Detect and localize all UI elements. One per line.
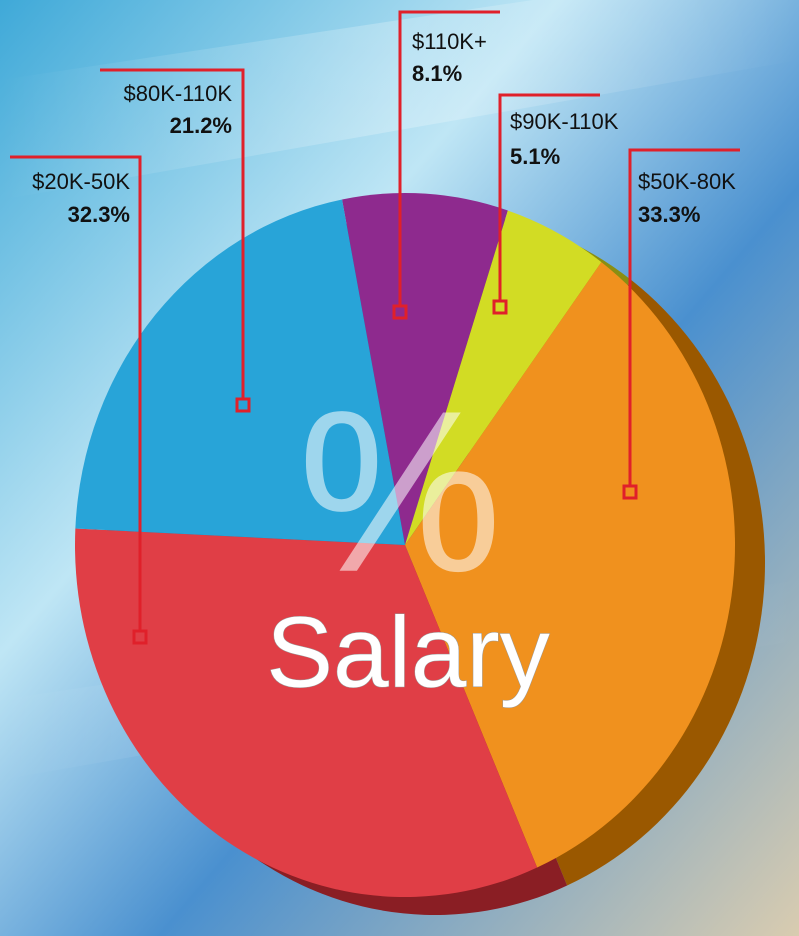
value-label: 32.3% bbox=[68, 202, 130, 227]
slice-label: $50K-80K bbox=[638, 169, 736, 194]
slice-label: $90K-110K bbox=[510, 109, 619, 134]
callout-line bbox=[10, 155, 142, 631]
value-label: 33.3% bbox=[638, 202, 700, 227]
slice bbox=[75, 528, 538, 897]
slice-label: $20K-50K bbox=[32, 169, 130, 194]
callout-line bbox=[100, 68, 245, 399]
callout-marker bbox=[392, 304, 408, 320]
callout-marker bbox=[492, 299, 508, 315]
value-label: 5.1% bbox=[510, 144, 560, 169]
percent-symbol: % bbox=[298, 363, 503, 620]
callout-line bbox=[398, 10, 500, 306]
slice bbox=[405, 262, 735, 868]
callout-marker bbox=[132, 629, 148, 645]
chart-title: Salary bbox=[266, 596, 549, 708]
callouts: $110K+ 8.1% $90K-110K 5.1% $50K-80K 33.3% $20K… bbox=[10, 10, 740, 645]
slice-label: $80K-110K bbox=[124, 81, 233, 106]
value-label: 21.2% bbox=[170, 113, 232, 138]
callout-marker bbox=[622, 484, 638, 500]
slice bbox=[405, 210, 602, 545]
callout-marker bbox=[235, 397, 251, 413]
callout-line bbox=[498, 93, 600, 301]
pie bbox=[75, 193, 735, 897]
slice bbox=[75, 199, 405, 545]
callout-line bbox=[628, 148, 740, 486]
slice-label: $110K+ bbox=[412, 29, 487, 54]
slice bbox=[342, 193, 508, 545]
value-label: 8.1% bbox=[412, 61, 462, 86]
